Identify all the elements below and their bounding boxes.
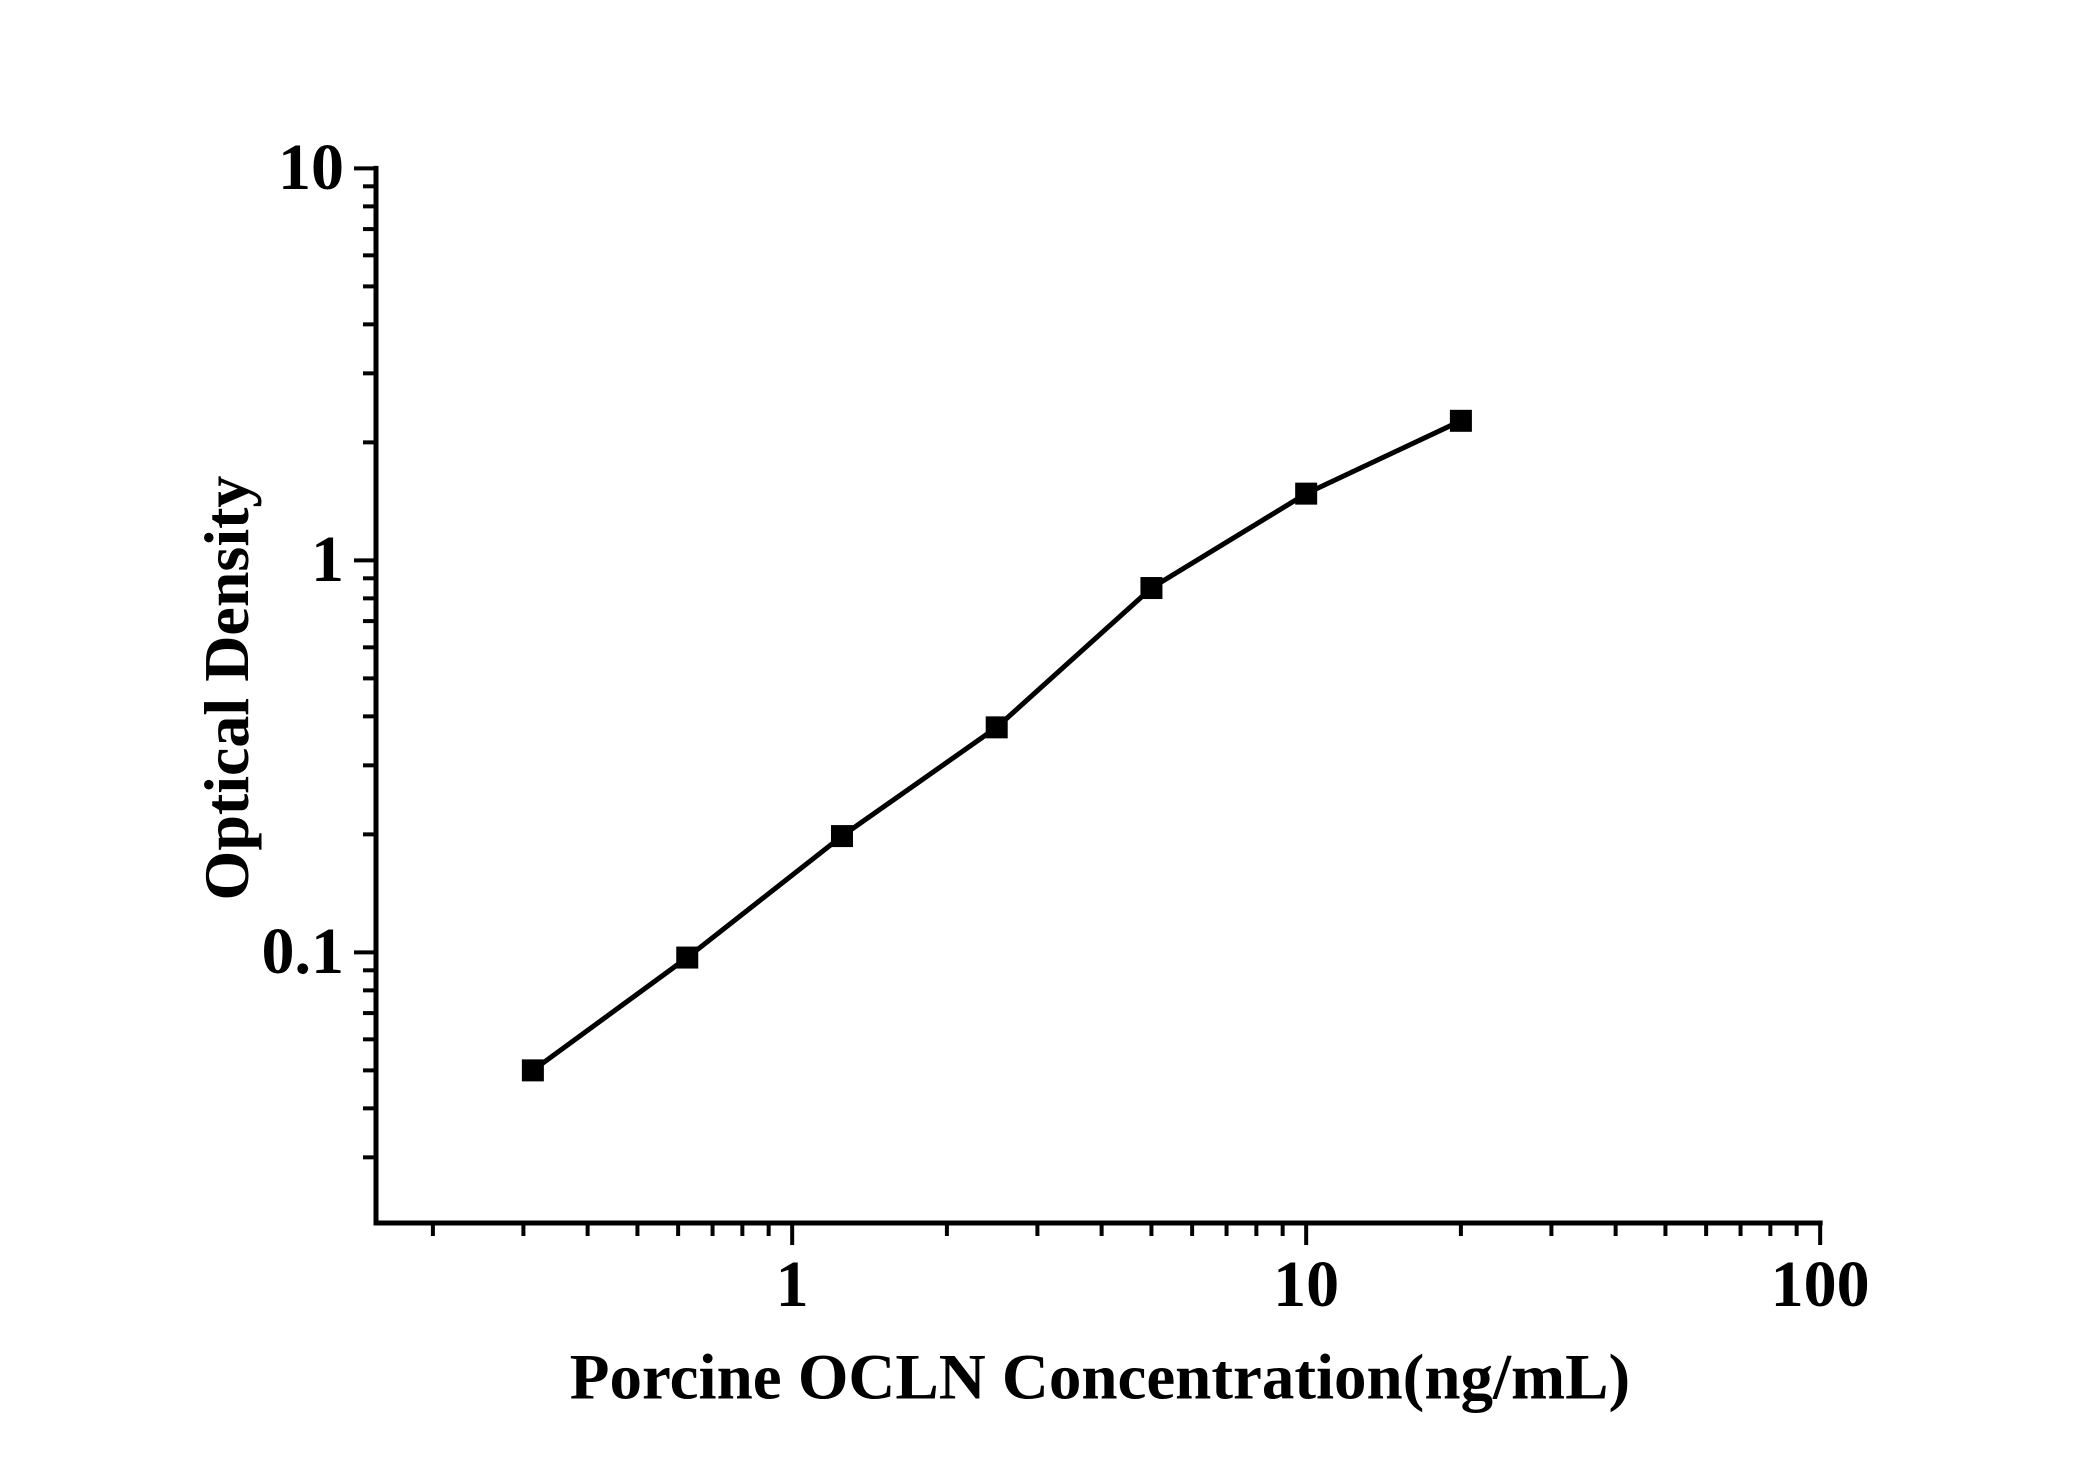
data-point-marker bbox=[521, 1059, 544, 1082]
axes-frame bbox=[373, 165, 1823, 1226]
data-point-marker bbox=[1140, 577, 1163, 600]
data-point-marker bbox=[1295, 482, 1318, 505]
x-tick-label: 10 bbox=[1273, 1248, 1340, 1321]
data-point-marker bbox=[985, 716, 1008, 739]
y-tick-label: 10 bbox=[278, 131, 344, 205]
data-point-marker bbox=[1449, 409, 1472, 432]
y-tick-label: 0.1 bbox=[261, 915, 345, 989]
data-point-marker bbox=[676, 946, 699, 969]
data-point-marker bbox=[830, 825, 853, 848]
x-tick-label: 100 bbox=[1770, 1248, 1870, 1321]
standard-curve-line bbox=[531, 418, 1462, 1073]
y-tick-label: 1 bbox=[311, 523, 344, 597]
x-tick-label: 1 bbox=[775, 1248, 809, 1321]
y-axis-title: Optical Density bbox=[191, 475, 262, 901]
x-axis-title: Porcine OCLN Concentration(ng/mL) bbox=[569, 1341, 1631, 1414]
